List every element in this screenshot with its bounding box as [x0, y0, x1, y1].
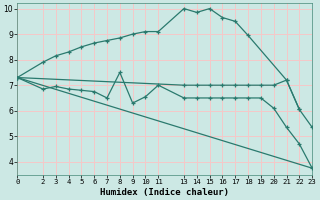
X-axis label: Humidex (Indice chaleur): Humidex (Indice chaleur) — [100, 188, 229, 197]
